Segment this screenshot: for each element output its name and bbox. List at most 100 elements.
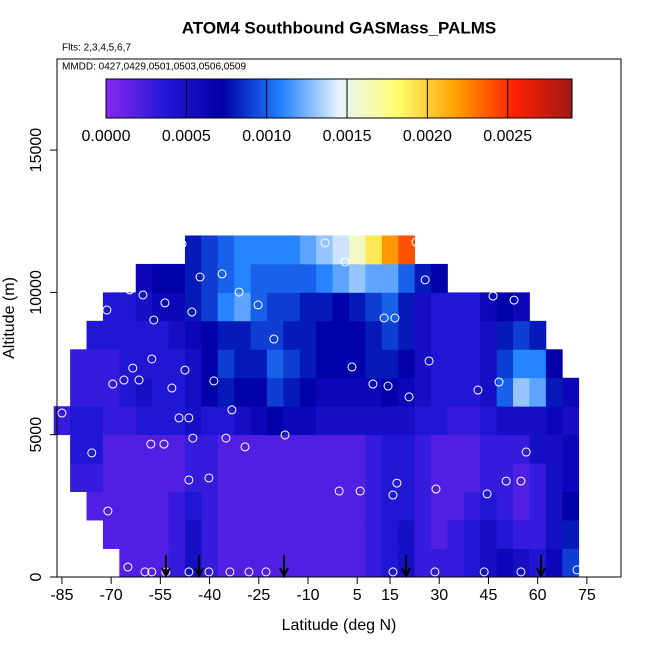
heat-cell [168,320,186,350]
sample-point [204,473,214,483]
heat-cell [234,406,251,436]
sample-point [57,408,67,418]
heat-cell [365,406,383,436]
heat-cell [135,349,153,379]
heat-cell [283,520,301,549]
sample-point [431,484,441,494]
heat-cell [234,520,251,549]
heat-cell [562,377,580,407]
heat-cell [250,377,268,407]
heat-cell [562,434,580,464]
heat-cell [480,406,498,436]
heat-cell [102,434,120,464]
heat-cell [168,463,186,493]
heat-cell [299,520,317,549]
heat-cell [447,434,465,464]
sample-point [379,313,389,323]
heat-cell [250,520,268,549]
heat-cell [398,491,416,521]
heat-cell [316,463,334,493]
heat-cell [184,520,202,549]
heat-cell [119,320,137,350]
heat-cell [102,406,120,436]
heat-cell [135,520,153,549]
heat-cell [513,520,530,549]
heat-cell [250,263,268,293]
heat-cell [545,377,563,407]
heat-cell [332,520,350,549]
heat-cell [480,434,498,464]
sample-point [494,377,504,387]
heat-cell [102,491,120,521]
heat-cell [217,463,235,493]
heat-cell [283,263,301,293]
heat-cell [86,434,104,464]
heat-cell [332,548,350,578]
sample-point [424,356,434,366]
heat-cell [299,434,317,464]
heat-cell [513,292,530,322]
heat-cell [332,377,350,407]
heat-cell [447,548,465,578]
plot-frame [56,58,622,578]
heat-cell [152,349,169,379]
sample-point [516,567,526,577]
heat-cell [217,235,235,265]
sample-point [134,375,144,385]
heat-cell [529,377,547,407]
heat-cell [184,263,202,293]
heat-cell [168,406,186,436]
heat-cell [365,349,383,379]
sample-point [572,565,582,575]
heat-cell [86,406,104,436]
heat-cell [365,463,383,493]
heat-cell [86,463,104,493]
heat-cell [316,491,334,521]
heat-cell [299,292,317,322]
x-tick-label: -85 [50,587,73,604]
heat-cell [135,263,153,293]
heat-cell [184,320,202,350]
heat-cell [513,434,530,464]
heat-cell [381,349,399,379]
heat-cell [447,292,465,322]
x-tick-label: 5 [353,587,362,604]
heat-cell [414,406,432,436]
heat-cell [463,320,481,350]
heat-cell [447,320,465,350]
heat-cell [217,377,235,407]
heat-cell [135,292,153,322]
heat-cell [496,292,514,322]
heat-cell [349,263,366,293]
sample-point [390,313,400,323]
heat-cell [283,349,301,379]
sample-point [138,290,148,300]
heat-cell [431,292,448,322]
heat-cell [250,235,268,265]
sample-point [184,475,194,485]
heat-cell [152,434,169,464]
sample-point [187,307,197,317]
heat-cell [414,377,432,407]
sample-point [140,567,150,577]
heat-cell [266,520,284,549]
heat-cell [266,349,284,379]
heat-cell [447,349,465,379]
heat-cell [217,548,235,578]
heat-cell [135,491,153,521]
sample-point [521,447,531,457]
heat-cell [381,491,399,521]
heat-cell [119,406,137,436]
heat-cell [431,377,448,407]
heat-cell [119,292,137,322]
heat-cell [266,377,284,407]
heat-cell [299,406,317,436]
sample-point [221,433,231,443]
heat-cell [365,434,383,464]
heat-cell [431,320,448,350]
heat-cell [349,520,366,549]
sample-point [261,567,271,577]
heat-cell [217,520,235,549]
sample-point [147,567,157,577]
heat-cell [381,406,399,436]
